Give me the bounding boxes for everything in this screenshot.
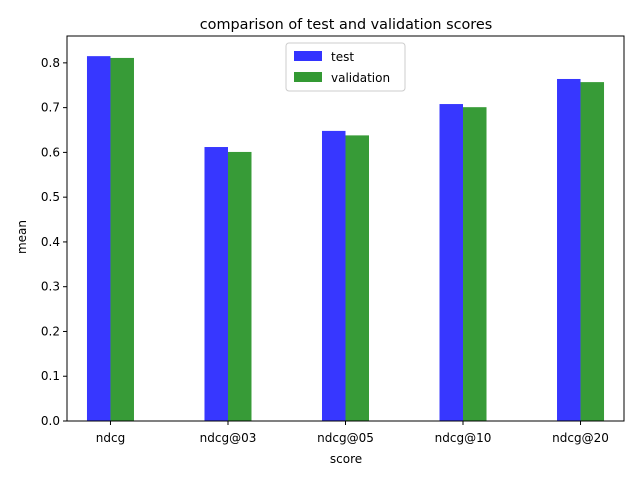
x-tick-label: ndcg@05 bbox=[317, 431, 374, 445]
y-tick-label: 0.6 bbox=[41, 145, 60, 159]
y-axis-label: mean bbox=[15, 220, 29, 254]
bar-validation-ndcg@05 bbox=[345, 135, 370, 421]
bar-validation-ndcg@20 bbox=[580, 82, 605, 421]
bar-test-ndcg@20 bbox=[557, 78, 581, 421]
legend-swatch-test bbox=[294, 51, 322, 61]
x-axis-label: score bbox=[330, 452, 362, 466]
x-tick-label: ndcg@20 bbox=[552, 431, 609, 445]
x-tick-label: ndcg@10 bbox=[435, 431, 492, 445]
y-tick-label: 0.1 bbox=[41, 369, 60, 383]
chart-title: comparison of test and validation scores bbox=[200, 17, 493, 33]
bar-validation-ndcg@03 bbox=[227, 151, 252, 421]
x-tick-label: ndcg bbox=[96, 431, 125, 445]
y-tick-label: 0.3 bbox=[41, 280, 60, 294]
legend: test validation bbox=[285, 42, 406, 92]
y-tick-label: 0.0 bbox=[41, 414, 60, 428]
bar-validation-ndcg bbox=[110, 57, 134, 422]
bar-test-ndcg@03 bbox=[204, 147, 228, 421]
bars-layer bbox=[86, 56, 605, 422]
bar-test-ndcg@05 bbox=[321, 130, 346, 421]
y-tick-label: 0.8 bbox=[41, 56, 60, 70]
y-tick-label: 0.4 bbox=[41, 235, 60, 249]
bar-test-ndcg@10 bbox=[439, 104, 464, 421]
bar-validation-ndcg@10 bbox=[463, 107, 487, 421]
legend-label-validation: validation bbox=[331, 71, 390, 85]
y-tick-label: 0.5 bbox=[41, 190, 60, 204]
legend-label-test: test bbox=[331, 50, 354, 64]
x-tick-label: ndcg@03 bbox=[200, 431, 257, 445]
bar-test-ndcg bbox=[86, 56, 111, 421]
axes-layer: 0.0 0.1 0.2 0.3 0.4 0.5 0.6 0.7 0.8 ndcg ndcg@03 nd… bbox=[41, 35, 625, 445]
y-tick-label: 0.2 bbox=[41, 324, 60, 338]
y-tick-label: 0.7 bbox=[41, 101, 60, 115]
legend-swatch-validation bbox=[294, 72, 322, 82]
